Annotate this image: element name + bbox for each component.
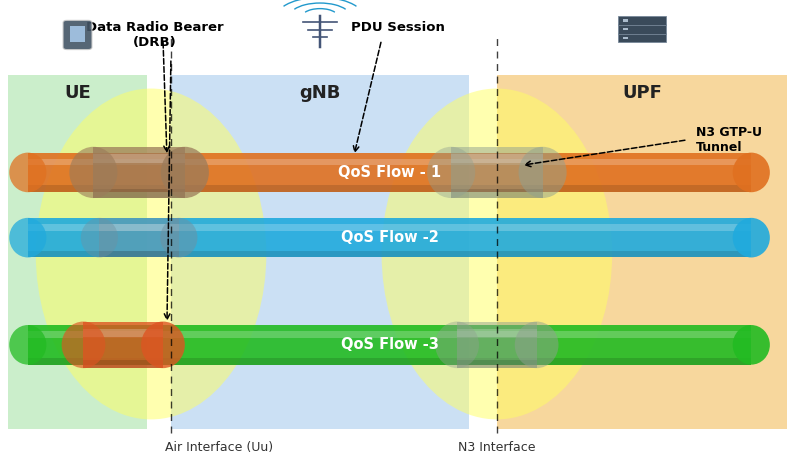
Text: UE: UE — [64, 84, 91, 102]
Bar — [28, 158, 751, 165]
Text: PDU Session: PDU Session — [351, 21, 444, 34]
Bar — [457, 360, 537, 368]
Bar — [28, 325, 751, 364]
Bar — [623, 19, 628, 22]
Ellipse shape — [10, 325, 46, 364]
Bar — [83, 322, 163, 368]
Bar — [28, 218, 751, 257]
Ellipse shape — [161, 218, 197, 257]
Bar — [94, 155, 184, 164]
Ellipse shape — [733, 153, 770, 192]
Bar — [99, 218, 179, 257]
Bar — [83, 329, 163, 336]
Text: N3 Interface: N3 Interface — [458, 441, 536, 454]
Bar — [28, 358, 751, 364]
Bar — [83, 360, 163, 368]
Text: Air Interface (Uu): Air Interface (Uu) — [165, 441, 273, 454]
Bar — [623, 37, 628, 39]
Ellipse shape — [36, 89, 266, 419]
Bar — [457, 329, 537, 336]
Text: QoS Flow -2: QoS Flow -2 — [340, 230, 439, 245]
FancyBboxPatch shape — [618, 24, 666, 34]
Ellipse shape — [733, 218, 770, 257]
Ellipse shape — [161, 147, 209, 198]
Bar — [28, 251, 751, 257]
Bar — [99, 251, 179, 257]
Bar — [457, 322, 537, 368]
FancyBboxPatch shape — [618, 16, 666, 25]
Bar — [452, 189, 542, 198]
Text: N3 GTP-U
Tunnel: N3 GTP-U Tunnel — [696, 126, 762, 154]
Ellipse shape — [382, 89, 612, 419]
Ellipse shape — [142, 322, 185, 368]
Ellipse shape — [81, 218, 118, 257]
Ellipse shape — [10, 153, 46, 192]
Text: QoS Flow - 1: QoS Flow - 1 — [338, 165, 441, 180]
Ellipse shape — [733, 325, 770, 364]
Bar — [28, 224, 751, 231]
Bar — [94, 189, 184, 198]
Ellipse shape — [435, 322, 479, 368]
Text: QoS Flow -3: QoS Flow -3 — [340, 337, 439, 352]
Bar — [497, 75, 787, 429]
Ellipse shape — [515, 322, 558, 368]
Ellipse shape — [518, 147, 567, 198]
Bar — [452, 147, 542, 198]
Ellipse shape — [10, 218, 46, 257]
Text: gNB: gNB — [299, 84, 341, 102]
Bar — [28, 185, 751, 192]
Bar — [623, 28, 628, 30]
Bar — [28, 331, 751, 338]
Bar — [28, 153, 751, 192]
Ellipse shape — [69, 147, 118, 198]
Text: UPF: UPF — [622, 84, 662, 102]
Ellipse shape — [61, 322, 105, 368]
Bar — [99, 224, 179, 231]
FancyBboxPatch shape — [618, 33, 666, 42]
Ellipse shape — [427, 147, 475, 198]
Text: Data Radio Bearer
(DRB): Data Radio Bearer (DRB) — [86, 21, 224, 49]
Bar — [70, 26, 85, 42]
FancyBboxPatch shape — [63, 21, 92, 49]
Bar — [171, 75, 469, 429]
Bar — [452, 155, 542, 164]
Bar — [94, 147, 184, 198]
Bar — [8, 75, 147, 429]
